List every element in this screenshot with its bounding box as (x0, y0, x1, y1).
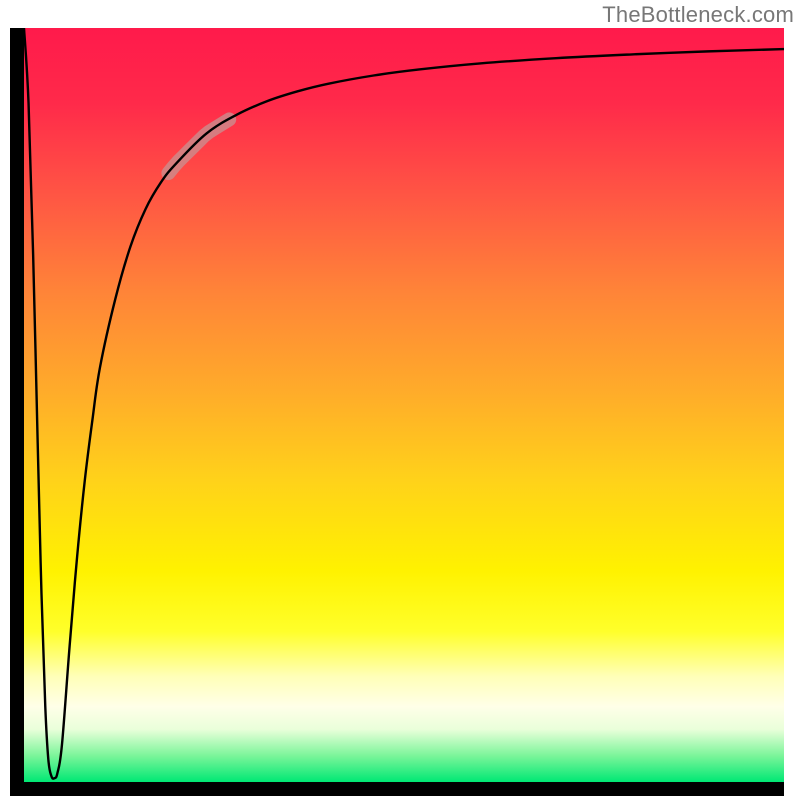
x-axis (10, 782, 784, 796)
y-axis (10, 28, 24, 796)
main-curve (24, 28, 784, 779)
highlight-segment (168, 119, 229, 173)
plot-area (24, 28, 784, 782)
watermark-text: TheBottleneck.com (602, 2, 794, 28)
bottleneck-chart: TheBottleneck.com (0, 0, 800, 800)
curve-layer (24, 28, 784, 782)
